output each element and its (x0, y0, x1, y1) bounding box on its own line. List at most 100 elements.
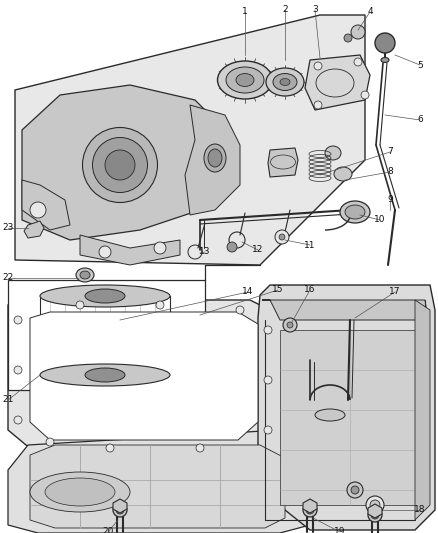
Circle shape (279, 234, 285, 240)
Circle shape (14, 366, 22, 374)
Ellipse shape (30, 472, 130, 512)
Text: 13: 13 (199, 247, 211, 256)
Text: 11: 11 (304, 240, 316, 249)
Polygon shape (30, 445, 285, 528)
Polygon shape (22, 85, 230, 240)
Ellipse shape (368, 508, 382, 522)
Circle shape (370, 500, 380, 510)
Polygon shape (185, 105, 240, 215)
Ellipse shape (76, 268, 94, 282)
Circle shape (361, 91, 369, 99)
Ellipse shape (204, 144, 226, 172)
Polygon shape (258, 285, 435, 530)
Ellipse shape (381, 58, 389, 62)
Circle shape (344, 34, 352, 42)
Circle shape (264, 426, 272, 434)
Circle shape (351, 486, 359, 494)
Text: 16: 16 (304, 286, 316, 295)
Text: 22: 22 (2, 273, 14, 282)
Polygon shape (262, 300, 428, 320)
Text: 6: 6 (417, 116, 423, 125)
Text: 5: 5 (417, 61, 423, 69)
Circle shape (156, 301, 164, 309)
Circle shape (14, 316, 22, 324)
Ellipse shape (85, 289, 125, 303)
Circle shape (314, 62, 322, 70)
Text: 9: 9 (387, 196, 393, 205)
Polygon shape (8, 430, 310, 533)
Polygon shape (30, 312, 258, 440)
Circle shape (227, 242, 237, 252)
Text: 7: 7 (387, 148, 393, 157)
Polygon shape (303, 499, 317, 513)
Circle shape (154, 242, 166, 254)
Circle shape (236, 306, 244, 314)
Circle shape (30, 202, 46, 218)
Circle shape (354, 58, 362, 66)
Ellipse shape (306, 506, 314, 514)
Ellipse shape (208, 149, 222, 167)
Polygon shape (305, 55, 370, 110)
Ellipse shape (325, 146, 341, 160)
Text: 10: 10 (374, 215, 386, 224)
Polygon shape (368, 504, 382, 518)
Ellipse shape (218, 61, 272, 99)
Ellipse shape (345, 205, 365, 219)
Text: 23: 23 (2, 223, 14, 232)
Text: 4: 4 (367, 7, 373, 17)
Circle shape (76, 301, 84, 309)
Ellipse shape (340, 201, 370, 223)
Polygon shape (8, 280, 205, 390)
Ellipse shape (266, 68, 304, 96)
Text: 3: 3 (312, 5, 318, 14)
Circle shape (314, 101, 322, 109)
Ellipse shape (105, 150, 135, 180)
Ellipse shape (82, 127, 158, 203)
Polygon shape (80, 235, 180, 265)
Ellipse shape (280, 78, 290, 85)
Text: 19: 19 (334, 528, 346, 533)
Polygon shape (268, 148, 298, 177)
Text: 18: 18 (414, 505, 426, 514)
Polygon shape (8, 300, 280, 455)
Circle shape (264, 376, 272, 384)
Ellipse shape (334, 167, 352, 181)
Text: 21: 21 (2, 395, 14, 405)
Text: 8: 8 (387, 167, 393, 176)
Text: 15: 15 (272, 286, 284, 295)
Polygon shape (415, 300, 430, 520)
Ellipse shape (236, 74, 254, 86)
Polygon shape (24, 221, 44, 238)
Circle shape (106, 444, 114, 452)
Circle shape (375, 33, 395, 53)
Circle shape (196, 444, 204, 452)
Ellipse shape (40, 364, 170, 386)
Polygon shape (113, 499, 127, 513)
Circle shape (99, 246, 111, 258)
Text: 12: 12 (252, 246, 264, 254)
Ellipse shape (315, 409, 345, 421)
Text: 2: 2 (282, 5, 288, 14)
Circle shape (46, 438, 54, 446)
Ellipse shape (85, 368, 125, 382)
Polygon shape (15, 15, 365, 265)
Ellipse shape (226, 67, 264, 93)
Polygon shape (280, 330, 415, 505)
Text: 17: 17 (389, 287, 401, 296)
Ellipse shape (80, 271, 90, 279)
Polygon shape (22, 180, 70, 230)
Ellipse shape (116, 506, 124, 514)
Ellipse shape (92, 138, 148, 192)
Circle shape (283, 318, 297, 332)
Circle shape (287, 322, 293, 328)
Ellipse shape (371, 511, 379, 519)
Circle shape (264, 326, 272, 334)
Circle shape (351, 25, 365, 39)
Circle shape (14, 416, 22, 424)
Ellipse shape (273, 74, 297, 91)
Text: 14: 14 (242, 287, 254, 296)
Circle shape (347, 482, 363, 498)
Circle shape (275, 230, 289, 244)
Ellipse shape (113, 503, 127, 517)
Text: 20: 20 (102, 528, 114, 533)
